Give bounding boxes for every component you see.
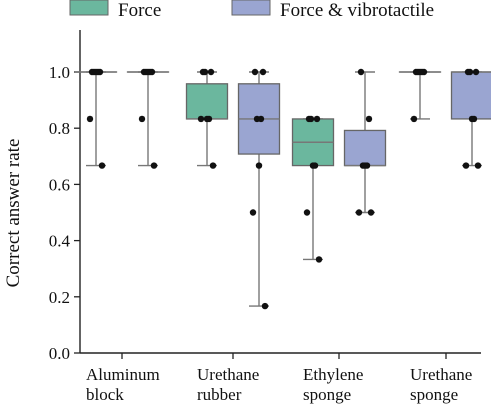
data-point — [92, 68, 100, 76]
data-point — [86, 115, 94, 123]
legend: Force Force & vibrotactile — [69, 0, 434, 21]
data-point — [416, 68, 424, 76]
x-tick-label-line: Urethane — [197, 365, 259, 384]
data-point — [468, 115, 476, 123]
data-point — [365, 115, 373, 123]
box-group — [450, 68, 491, 169]
data-point — [209, 162, 217, 169]
data-point — [313, 115, 321, 123]
data-point — [309, 162, 317, 169]
data-point — [207, 68, 215, 76]
data-point — [257, 115, 265, 123]
box-group — [185, 68, 229, 169]
data-point — [315, 256, 323, 263]
data-point — [201, 68, 209, 76]
data-point — [144, 68, 152, 76]
y-axis-label: Correct answer rate — [3, 139, 24, 288]
data-point — [203, 115, 211, 123]
x-tick-label-line: rubber — [197, 385, 242, 404]
x-tick-label-line: Ethylene — [303, 365, 363, 384]
y-tick-label: 0.0 — [49, 344, 70, 363]
data-point — [150, 162, 158, 169]
data-point — [355, 209, 363, 216]
data-point — [251, 68, 259, 76]
data-point — [361, 162, 369, 169]
box-series — [74, 68, 491, 310]
data-point — [367, 209, 375, 216]
y-tick-label: 0.6 — [49, 175, 70, 194]
x-tick-label-line: sponge — [410, 385, 458, 404]
data-point — [472, 68, 480, 76]
box-group — [343, 68, 387, 216]
box — [185, 83, 229, 120]
y-axis: 0.0 0.2 0.4 0.6 0.8 1.0 — [49, 30, 81, 363]
y-tick-label: 0.8 — [49, 119, 70, 138]
data-point — [259, 68, 267, 76]
x-tick-label-line: block — [86, 385, 124, 404]
box-group — [291, 115, 335, 263]
data-point — [307, 115, 315, 123]
box — [450, 71, 491, 120]
data-point — [197, 115, 205, 123]
y-tick-label: 1.0 — [49, 63, 70, 82]
box-group — [237, 68, 281, 310]
y-tick-label: 0.4 — [49, 232, 71, 251]
data-point — [261, 302, 269, 310]
y-tick-label: 0.2 — [49, 288, 70, 307]
legend-label: Force — [118, 0, 161, 21]
box — [343, 129, 387, 167]
legend-label: Force & vibrotactile — [280, 0, 434, 21]
box-group — [126, 68, 170, 169]
data-point — [249, 209, 257, 216]
x-tick-label-line: sponge — [303, 385, 351, 404]
x-tick-label: Urethane sponge — [410, 365, 472, 404]
x-tick-label: Urethane rubber — [197, 365, 259, 404]
legend-swatch — [231, 0, 271, 16]
data-point — [138, 115, 146, 123]
data-point — [462, 162, 470, 169]
box-group — [74, 68, 118, 169]
data-point — [466, 68, 474, 76]
data-point — [255, 162, 263, 169]
data-point — [474, 162, 482, 169]
data-point — [357, 68, 365, 76]
x-tick-label-line: Urethane — [410, 365, 472, 384]
x-tick-label-line: Aluminum — [86, 365, 160, 384]
legend-swatch — [69, 0, 109, 16]
data-point — [98, 162, 106, 169]
x-tick-label: Ethylene sponge — [303, 365, 363, 404]
x-tick-label: Aluminum block — [86, 365, 160, 404]
box-group — [398, 68, 442, 123]
data-point — [410, 115, 418, 123]
data-point — [303, 209, 311, 216]
